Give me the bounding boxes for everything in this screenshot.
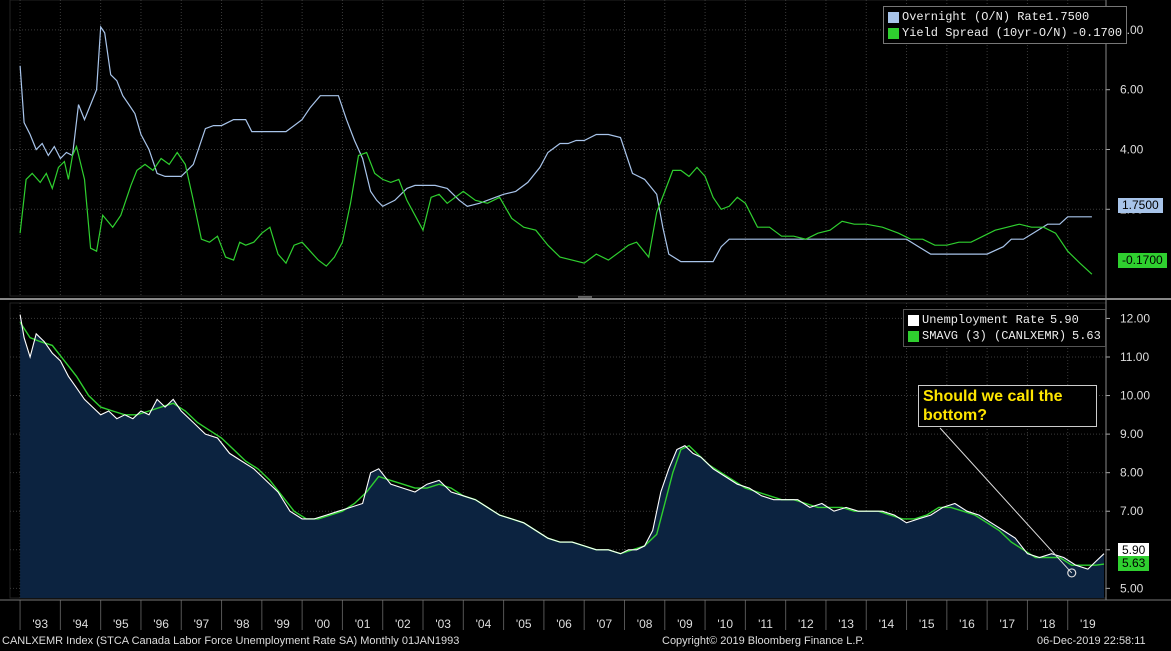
bottom-y-tick-label: 11.00 (1120, 350, 1149, 364)
top-y-tick-label: 4.00 (1120, 142, 1144, 156)
x-tick-label: '12 (798, 617, 814, 631)
x-tick-label: '95 (113, 617, 129, 631)
legend-value-overnight-rate: 1.7500 (1046, 10, 1090, 24)
annotation-connector (939, 427, 1073, 574)
x-tick-label: '10 (717, 617, 733, 631)
x-tick-label: '02 (395, 617, 411, 631)
yield-spread-line (19, 144, 1093, 275)
x-tick-label: '07 (597, 617, 613, 631)
x-tick-label: '98 (234, 617, 250, 631)
bottom-y-tick-label: 9.00 (1120, 427, 1144, 441)
top-y-tick-label: 6.00 (1120, 83, 1144, 97)
x-tick-label: '18 (1040, 617, 1056, 631)
footer-timestamp: 06-Dec-2019 22:58:11 (1037, 635, 1146, 647)
legend-swatch-unemployment-rate (908, 314, 919, 326)
unemployment-rate-line (19, 314, 1105, 570)
legend-value-yield-spread: -0.1700 (1071, 26, 1123, 40)
x-tick-label: '16 (959, 617, 975, 631)
x-tick-label: '15 (919, 617, 935, 631)
legend-entry-unemployment-rate: Unemployment Rate 5.90 (908, 312, 1101, 328)
bottom-y-tick-label: 5.00 (1120, 581, 1144, 595)
legend-value-smavg: 5.63 (1072, 329, 1101, 343)
x-tick-label: '01 (355, 617, 371, 631)
bottom-y-tick-label: 8.00 (1120, 466, 1144, 480)
footer-bar: CANLXEMR Index (STCA Canada Labor Force … (0, 633, 1171, 651)
x-tick-label: '04 (476, 617, 492, 631)
legend-entry-smavg: SMAVG (3) (CANLXEMR) 5.63 (908, 328, 1101, 344)
x-tick-label: '08 (637, 617, 653, 631)
legend-swatch-smavg (908, 330, 919, 342)
top-panel-frame (9, 0, 1107, 297)
last-value-tag-overnight-rate: 1.7500 (1118, 198, 1163, 213)
legend-label-yield-spread: Yield Spread (10yr-O/N) (902, 26, 1068, 40)
legend-value-unemployment-rate: 5.90 (1050, 313, 1079, 327)
unemployment-rate-area (20, 314, 1105, 598)
x-tick-label: '00 (314, 617, 330, 631)
last-value-tag-unemployment-rate: 5.90 (1118, 543, 1150, 558)
x-tick-label: '19 (1080, 617, 1096, 631)
legend-label-unemployment-rate: Unemployment Rate (922, 313, 1045, 327)
legend-label-overnight-rate: Overnight (O/N) Rate (902, 10, 1047, 24)
bottom-legend: Unemployment Rate 5.90 SMAVG (3) (CANLXE… (903, 309, 1106, 347)
legend-swatch-yield-spread (888, 27, 899, 39)
legend-swatch-overnight-rate (888, 11, 899, 23)
x-tick-label: '94 (73, 617, 89, 631)
x-tick-label: '09 (677, 617, 693, 631)
x-tick-label: '97 (194, 617, 210, 631)
x-tick-label: '03 (435, 617, 451, 631)
footer-copyright: Copyright© 2019 Bloomberg Finance L.P. (662, 635, 865, 647)
top-legend: Overnight (O/N) Rate 1.7500 Yield Spread… (883, 6, 1128, 44)
legend-entry-yield-spread: Yield Spread (10yr-O/N) -0.1700 (888, 25, 1122, 41)
x-tick-label: '17 (999, 617, 1015, 631)
annotation-box: Should we call the bottom? (918, 385, 1097, 427)
x-tick-label: '14 (879, 617, 895, 631)
bottom-y-tick-label: 10.00 (1120, 389, 1150, 403)
x-tick-label: '06 (556, 617, 572, 631)
legend-label-smavg: SMAVG (3) (CANLXEMR) (922, 329, 1067, 343)
x-tick-label: '96 (153, 617, 169, 631)
footer-security-description: CANLXEMR Index (STCA Canada Labor Force … (2, 635, 460, 647)
last-value-tag-smavg: 5.63 (1118, 556, 1150, 571)
x-tick-label: '13 (838, 617, 854, 631)
x-tick-label: '05 (516, 617, 532, 631)
bottom-y-tick-label: 12.00 (1120, 311, 1150, 325)
overnight-rate-line (19, 25, 1092, 263)
x-tick-label: '93 (32, 617, 48, 631)
bottom-y-tick-label: 7.00 (1120, 504, 1144, 518)
x-tick-label: '99 (274, 617, 290, 631)
last-value-tag-yield-spread: -0.1700 (1118, 253, 1167, 268)
chart-canvas: '93 '94 '95 '96 '97 '98 '99 '00 '01 '02 '03 '04 '05 '… (0, 0, 1171, 631)
annotation-marker (1067, 568, 1077, 578)
legend-entry-overnight-rate: Overnight (O/N) Rate 1.7500 (888, 9, 1122, 25)
x-tick-label: '11 (758, 617, 773, 631)
